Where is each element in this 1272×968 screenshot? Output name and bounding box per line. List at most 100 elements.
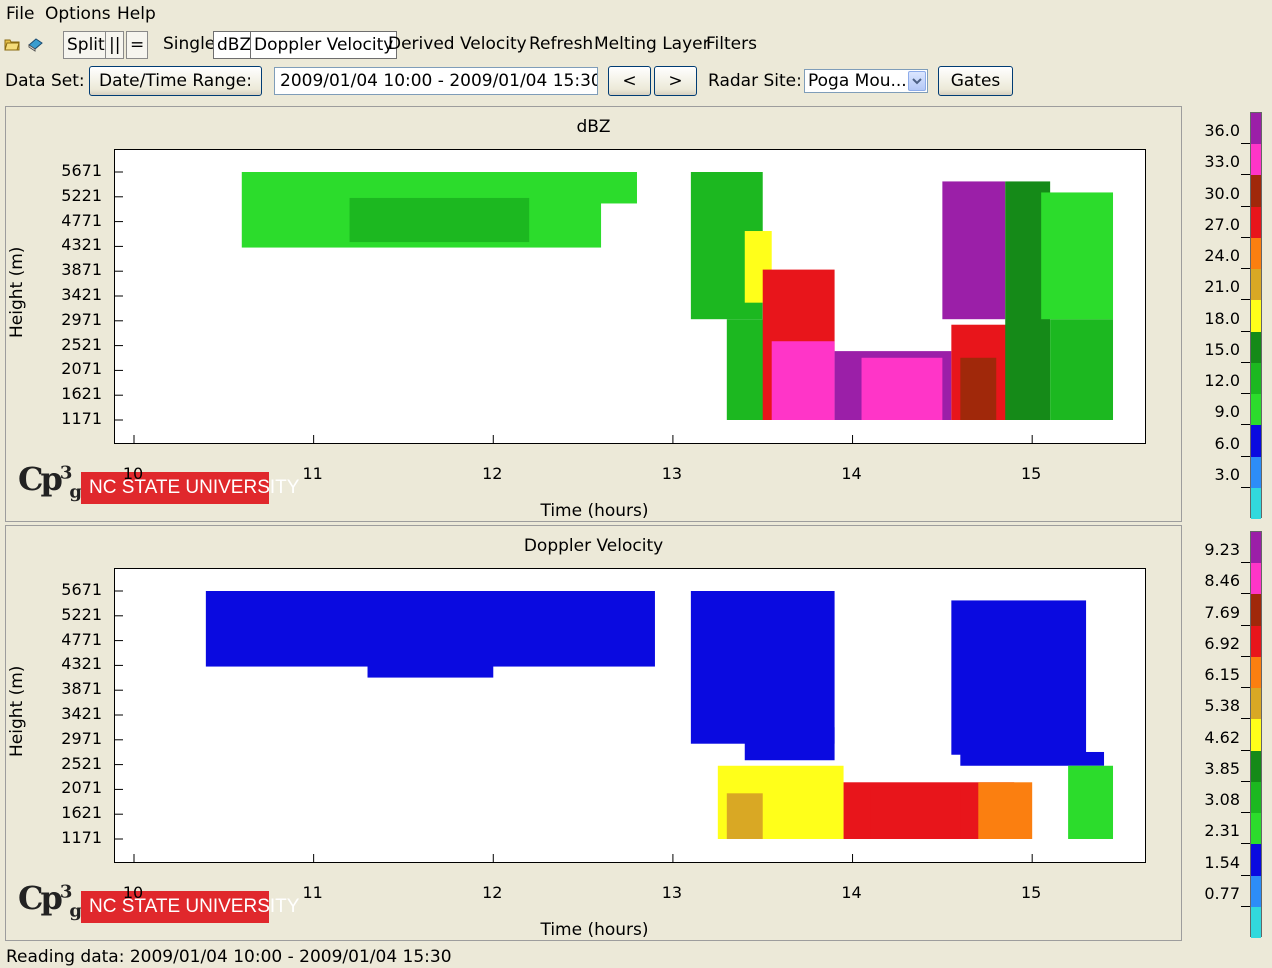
chevron-down-icon[interactable] <box>908 71 926 91</box>
radar-site-label: Radar Site: <box>708 71 802 91</box>
menu-file[interactable]: File <box>6 4 35 24</box>
menu-help[interactable]: Help <box>117 4 156 24</box>
doppler-panel: Doppler Velocity Height (m) Time (hours)… <box>5 525 1182 941</box>
y-tick-label: 5221 <box>61 604 102 624</box>
colorbar-tick <box>1241 205 1250 207</box>
y-tick-label: 4321 <box>61 654 102 674</box>
single-toggle[interactable]: Single <box>163 34 216 54</box>
heatmap-cell <box>726 793 763 839</box>
colorbar-tick <box>1241 236 1250 238</box>
x-tick-label: 14 <box>841 883 862 902</box>
toolbar: Split || = Single dBZ Doppler Velocity D… <box>0 28 1272 62</box>
colorbar-label: 30.0 <box>1204 183 1240 203</box>
refresh-button[interactable]: Refresh <box>529 34 594 54</box>
doppler-plot-area[interactable] <box>114 568 1146 863</box>
heatmap-cell <box>978 782 1033 839</box>
colorbar-tick <box>1241 905 1250 907</box>
colorbar-tick <box>1241 718 1250 720</box>
colorbar-tick <box>1241 780 1250 782</box>
colorbar-tick <box>1241 874 1250 876</box>
heatmap-cell <box>1041 192 1114 320</box>
x-tick-label: 10 <box>122 883 144 902</box>
menu-options[interactable]: Options <box>45 4 111 24</box>
colorbar-swatch <box>1251 781 1261 814</box>
colorbar-label: 33.0 <box>1204 152 1240 172</box>
colorbar-tick <box>1241 486 1250 488</box>
gates-button[interactable]: Gates <box>938 66 1013 96</box>
filters-button[interactable]: Filters <box>706 34 757 54</box>
colorbar-swatch <box>1251 331 1261 363</box>
x-tick-label: 10 <box>122 464 144 483</box>
cp3-logo: Cp3g <box>18 879 82 922</box>
prev-button[interactable]: < <box>608 66 651 96</box>
heatmap-cell <box>690 591 835 744</box>
ncsu-logo: NC STATE UNIVERSITY <box>81 891 299 923</box>
x-tick-label: 15 <box>1020 883 1042 902</box>
dbz-plot-area[interactable] <box>114 149 1146 444</box>
colorbar-swatch <box>1251 844 1261 876</box>
y-tick-label: 2521 <box>61 753 102 773</box>
dbz-plot-title: dBZ <box>576 117 611 137</box>
heatmap-cell <box>1068 765 1114 839</box>
colorbar-label: 27.0 <box>1204 214 1240 234</box>
dbz-x-axis-label: Time (hours) <box>540 501 649 521</box>
colorbar-label: 4.62 <box>1204 727 1240 747</box>
menu-bar: File Options Help <box>0 0 1272 28</box>
open-folder-icon[interactable] <box>4 36 20 52</box>
datetime-range-button[interactable]: Date/Time Range: <box>89 66 262 96</box>
y-tick-label: 5671 <box>61 580 102 599</box>
colorbar-swatch <box>1251 656 1261 689</box>
radar-site-select[interactable]: Poga Mou... <box>804 69 928 93</box>
colorbar-label: 0.77 <box>1204 883 1240 903</box>
colorbar-tick <box>1241 361 1250 363</box>
colorbar-swatch <box>1251 362 1261 395</box>
cp3-logo: Cp3g <box>18 460 82 503</box>
colorbar-label: 8.46 <box>1204 571 1240 591</box>
doppler-plot-title: Doppler Velocity <box>523 536 664 556</box>
dbz-panel: dBZ Height (m) Time (hours) Cp3g NC STAT… <box>5 106 1182 522</box>
colorbar-tick <box>1241 562 1250 564</box>
colorbar-swatch <box>1251 425 1261 457</box>
colorbar-label: 6.92 <box>1204 633 1240 653</box>
x-tick-label: 12 <box>482 464 503 483</box>
split-button[interactable]: Split <box>63 31 109 59</box>
colorbar-tick <box>1241 299 1250 301</box>
heatmap-cell <box>960 357 997 420</box>
colorbar-swatch <box>1251 813 1261 845</box>
radar-site-value: Poga Mou... <box>808 71 907 91</box>
colorbar-label: 5.38 <box>1204 696 1240 716</box>
book-icon[interactable] <box>27 36 43 52</box>
colorbar-label: 36.0 <box>1204 121 1240 141</box>
colorbar-tick <box>1241 268 1250 270</box>
dbz-toggle[interactable]: dBZ <box>213 31 256 59</box>
dataset-row: Data Set: Date/Time Range: 2009/01/04 10… <box>0 62 1272 102</box>
colorbar-tick <box>1241 174 1250 176</box>
colorbar-tick <box>1241 424 1250 426</box>
doppler-x-axis-label: Time (hours) <box>540 920 649 940</box>
next-button[interactable]: > <box>654 66 697 96</box>
colorbar-label: 24.0 <box>1204 246 1240 266</box>
x-tick-label: 11 <box>302 883 323 902</box>
ncsu-logo-text: NC STATE UNIVERSITY <box>89 477 300 498</box>
colorbar-swatch <box>1251 175 1261 207</box>
melting-layer-button[interactable]: Melting Layer <box>594 34 710 54</box>
y-tick-label: 1621 <box>61 384 102 404</box>
y-tick-label: 2971 <box>61 728 102 748</box>
doppler-velocity-toggle[interactable]: Doppler Velocity <box>250 31 398 59</box>
colorbar-tick <box>1241 393 1250 395</box>
colorbar-tick <box>1241 593 1250 595</box>
y-tick-label: 2071 <box>61 359 102 379</box>
derived-velocity-toggle[interactable]: Derived Velocity <box>388 34 527 54</box>
datetime-range-field[interactable]: 2009/01/04 10:00 - 2009/01/04 15:30 <box>274 67 598 95</box>
heatmap-cell <box>951 600 1087 755</box>
colorbar-swatch <box>1251 906 1261 938</box>
heatmap-cell <box>349 197 530 243</box>
colorbar-swatch <box>1251 875 1261 907</box>
colorbar-label: 12.0 <box>1204 371 1240 391</box>
colorbar-label: 6.0 <box>1214 433 1240 453</box>
equals-button[interactable]: = <box>126 31 149 59</box>
colorbar <box>1250 531 1262 938</box>
pause-button[interactable]: || <box>105 31 125 59</box>
doppler-y-axis-label: Height (m) <box>7 665 27 757</box>
ncsu-logo: NC STATE UNIVERSITY <box>81 472 299 504</box>
